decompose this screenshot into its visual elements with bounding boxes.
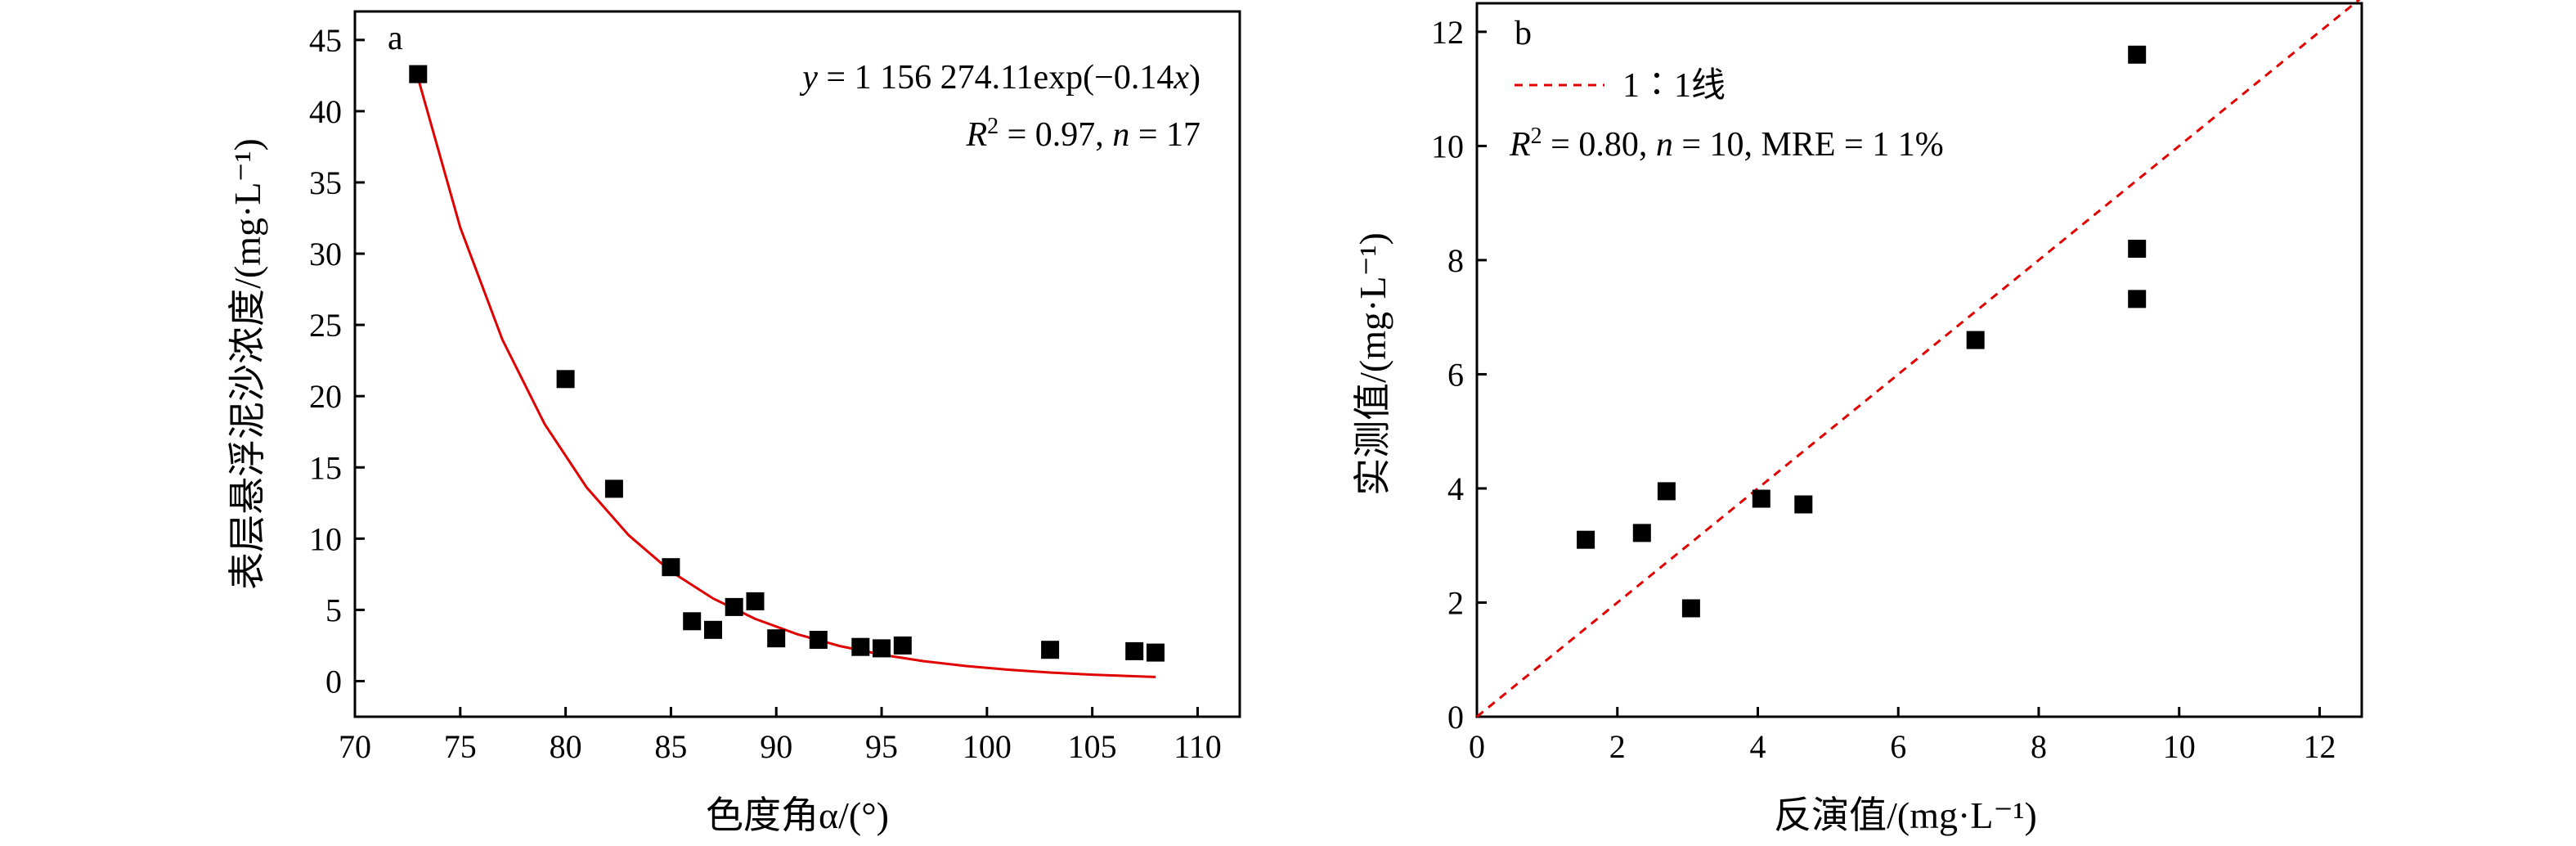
data-point	[1632, 524, 1651, 542]
y-tick-label: 0	[325, 663, 342, 700]
x-tick-label: 8	[2031, 728, 2047, 765]
y-tick-label: 2	[1447, 584, 1464, 621]
y-tick-label: 6	[1447, 356, 1464, 393]
data-point	[1657, 482, 1676, 501]
y-tick-label: 40	[309, 93, 342, 130]
x-tick-label: 85	[654, 728, 687, 765]
x-tick-label: 110	[1174, 728, 1222, 765]
y-tick-label: 12	[1431, 14, 1464, 51]
one-to-one-line-group	[1476, 0, 2361, 718]
panel-b: b 1∶1线 R2 = 0.80, n = 10, MRE = 1 1% 0 2 4…	[1352, 0, 2363, 836]
data-point	[704, 620, 722, 639]
x-tick-label: 2	[1609, 728, 1626, 765]
data-point	[809, 631, 828, 649]
points-b	[1577, 45, 2147, 618]
y-tick-label: 45	[309, 22, 342, 59]
legend-label-1to1: 1∶1线	[1622, 67, 1726, 105]
data-point	[683, 612, 702, 631]
data-point	[1125, 641, 1144, 660]
points-a	[409, 65, 1165, 662]
x-tick-label: 0	[1469, 728, 1485, 765]
y-axis-title-a: 表层悬浮泥沙浓度/(mg·L⁻¹)	[227, 138, 268, 590]
y-tick-label: 10	[1431, 128, 1464, 164]
y-tick-label: 25	[309, 307, 342, 344]
ticks-b: 0 2 4 6 8 10 12 0 2 4 6 8 10 12	[1431, 14, 2336, 765]
x-tick-label: 105	[1068, 728, 1117, 765]
data-point	[1147, 643, 1165, 662]
data-point	[873, 639, 891, 658]
fit-curve-group	[416, 78, 1156, 678]
fit-curve	[416, 78, 1156, 678]
data-point	[2128, 240, 2147, 258]
data-point	[893, 636, 912, 655]
panel-letter-b: b	[1515, 15, 1532, 52]
y-tick-label: 5	[325, 592, 342, 628]
y-axis-title-b: 实测值/(mg·L⁻¹)	[1352, 232, 1393, 496]
data-point	[767, 629, 786, 648]
plot-frame-b	[1475, 2, 2363, 718]
y-tick-label: 0	[1447, 699, 1464, 736]
data-point	[746, 592, 765, 610]
y-tick-label: 8	[1447, 242, 1464, 279]
data-point	[409, 65, 428, 83]
data-point	[1794, 495, 1813, 514]
one-to-one-line	[1476, 0, 2361, 718]
x-tick-label: 75	[444, 728, 477, 765]
y-tick-label: 30	[309, 236, 342, 272]
equation-annotation: y = 1 156 274.11exp(−0.14x)	[799, 59, 1200, 97]
data-point	[1752, 489, 1770, 508]
data-point	[1681, 599, 1700, 618]
x-tick-label: 80	[550, 728, 582, 765]
x-tick-label: 6	[1890, 728, 1906, 765]
data-point	[2128, 45, 2147, 64]
data-point	[1966, 331, 1985, 349]
data-point	[2128, 290, 2147, 308]
x-tick-label: 100	[963, 728, 1012, 765]
x-tick-label: 70	[339, 728, 371, 765]
data-point	[725, 597, 743, 616]
x-tick-label: 90	[760, 728, 792, 765]
x-axis-title-a: 色度角α/(°)	[706, 794, 889, 836]
data-point	[1577, 530, 1595, 549]
y-tick-label: 10	[309, 520, 342, 557]
ticks-a: 70 75 80 85 90 95 100 105 110 0 5 10 15 20 25 30 35 40 45	[309, 22, 1222, 765]
x-tick-label: 12	[2303, 728, 2336, 765]
x-tick-label: 10	[2163, 728, 2196, 765]
data-point	[604, 479, 623, 498]
fit-stats-annotation-b: R2 = 0.80, n = 10, MRE = 1 1%	[1509, 124, 1944, 164]
y-tick-label: 4	[1447, 470, 1464, 507]
panel-a: a y = 1 156 274.11exp(−0.14x) R2 = 0.97,…	[227, 10, 1241, 836]
plot-frame-a	[353, 10, 1241, 718]
data-point	[662, 558, 680, 577]
y-tick-label: 20	[309, 378, 342, 415]
data-point	[1041, 641, 1060, 659]
x-tick-label: 95	[865, 728, 898, 765]
fit-stats-annotation-a: R2 = 0.97, n = 17	[965, 114, 1200, 155]
panel-letter-a: a	[388, 20, 403, 57]
data-point	[851, 637, 870, 656]
x-axis-title-b: 反演值/(mg·L⁻¹)	[1774, 794, 2037, 836]
y-tick-label: 35	[309, 164, 342, 201]
x-tick-label: 4	[1749, 728, 1766, 765]
data-point	[556, 370, 575, 389]
y-tick-label: 15	[309, 449, 342, 486]
